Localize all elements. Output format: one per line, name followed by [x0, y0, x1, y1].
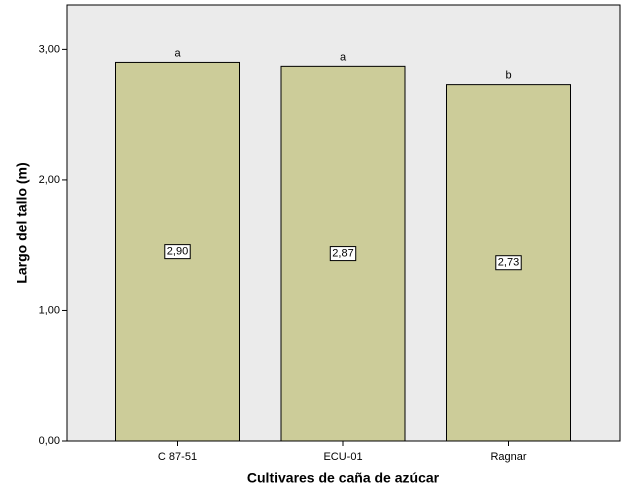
x-tick-label: C 87-51: [158, 451, 197, 463]
value-label-box: [164, 244, 191, 260]
y-tick-label: 2,00: [39, 174, 60, 186]
annotation: a: [174, 47, 181, 59]
value-label: 2,87: [332, 248, 353, 260]
x-tick-label: ECU-01: [323, 451, 362, 463]
y-axis-title: Largo del tallo (m): [14, 162, 30, 283]
value-label: 2,90: [167, 246, 188, 258]
x-tick-label: Ragnar: [490, 451, 526, 463]
x-axis-title: Cultivares de caña de azúcar: [247, 470, 440, 486]
y-tick-label: 1,00: [39, 304, 60, 316]
value-label: 2,73: [498, 257, 519, 269]
annotation: b: [505, 70, 511, 82]
y-tick-label: 3,00: [39, 43, 60, 55]
annotation: a: [340, 51, 347, 63]
value-label-box: [495, 255, 522, 271]
value-label-box: [329, 246, 357, 262]
y-tick-label: 0,00: [39, 435, 60, 447]
